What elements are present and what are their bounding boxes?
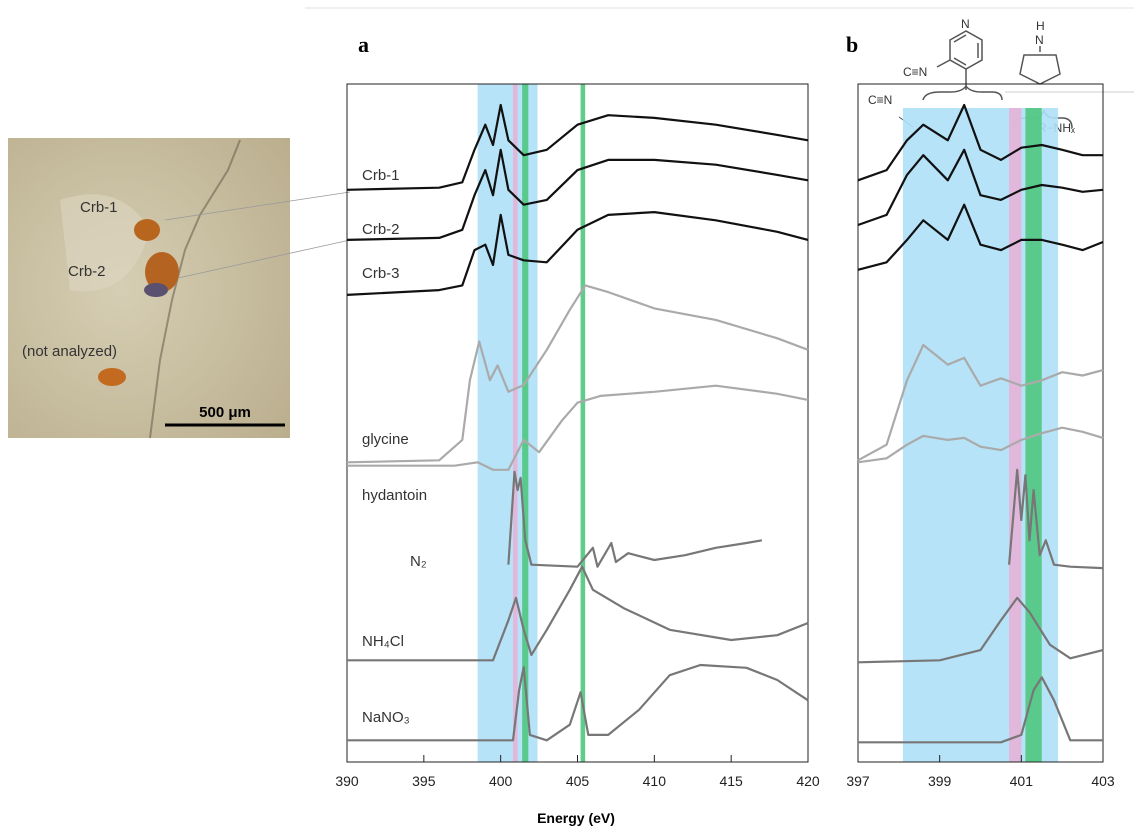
spectrum-line [347, 386, 808, 470]
x-tick-label: 401 [1010, 773, 1034, 789]
spectrum-line [347, 212, 808, 295]
x-tick-label: 400 [489, 773, 513, 789]
annotation: N [1035, 33, 1044, 47]
series-label: NaNO₃ [362, 709, 410, 726]
photo-label: Crb-1 [80, 199, 118, 216]
x-tick-label: 420 [796, 773, 820, 789]
series-label: glycine [362, 431, 409, 448]
spectrum-line [347, 150, 808, 240]
x-tick-label: 415 [719, 773, 743, 789]
photo: Crb-1 Crb-2 (not analyzed) 500 μm [8, 138, 290, 438]
x-tick-label: 397 [846, 773, 870, 789]
x-tick-label: 395 [412, 773, 436, 789]
x-tick-label: 390 [335, 773, 359, 789]
series-label: Crb-3 [362, 265, 400, 282]
photo-label: Crb-2 [68, 263, 106, 280]
annotation: H [1036, 19, 1045, 33]
x-tick-label: 410 [643, 773, 667, 789]
band [513, 84, 518, 762]
annotation: N [961, 17, 970, 31]
series-label: N₂ [410, 553, 427, 570]
panel-title: b [846, 32, 858, 57]
spectrum-line [347, 285, 808, 462]
band [581, 84, 586, 762]
photo-label: (not analyzed) [22, 343, 117, 360]
series-label: hydantoin [362, 487, 427, 504]
series-label: Crb-2 [362, 221, 400, 238]
series-label: Crb-1 [362, 167, 400, 184]
series-label: NH₄Cl [362, 633, 404, 650]
band [1009, 108, 1021, 762]
page: Crb-1 Crb-2 (not analyzed) 500 μm C≡N N … [0, 0, 1134, 834]
band [522, 84, 528, 762]
spectrum-line [347, 567, 808, 661]
x-axis-label: Energy (eV) [537, 810, 615, 826]
panel-title: a [358, 32, 369, 57]
x-tick-label: 399 [928, 773, 952, 789]
scale-label: 500 μm [199, 404, 251, 421]
x-tick-label: 405 [566, 773, 590, 789]
annotation: C≡N [903, 65, 927, 79]
spectrum-line [347, 665, 808, 740]
spectrum-line [508, 472, 762, 567]
x-tick-label: 403 [1091, 773, 1115, 789]
spectrum-line [347, 105, 808, 190]
annotation: C≡N [868, 93, 892, 107]
figure: Crb-1 Crb-2 (not analyzed) 500 μm C≡N N … [0, 0, 1134, 829]
